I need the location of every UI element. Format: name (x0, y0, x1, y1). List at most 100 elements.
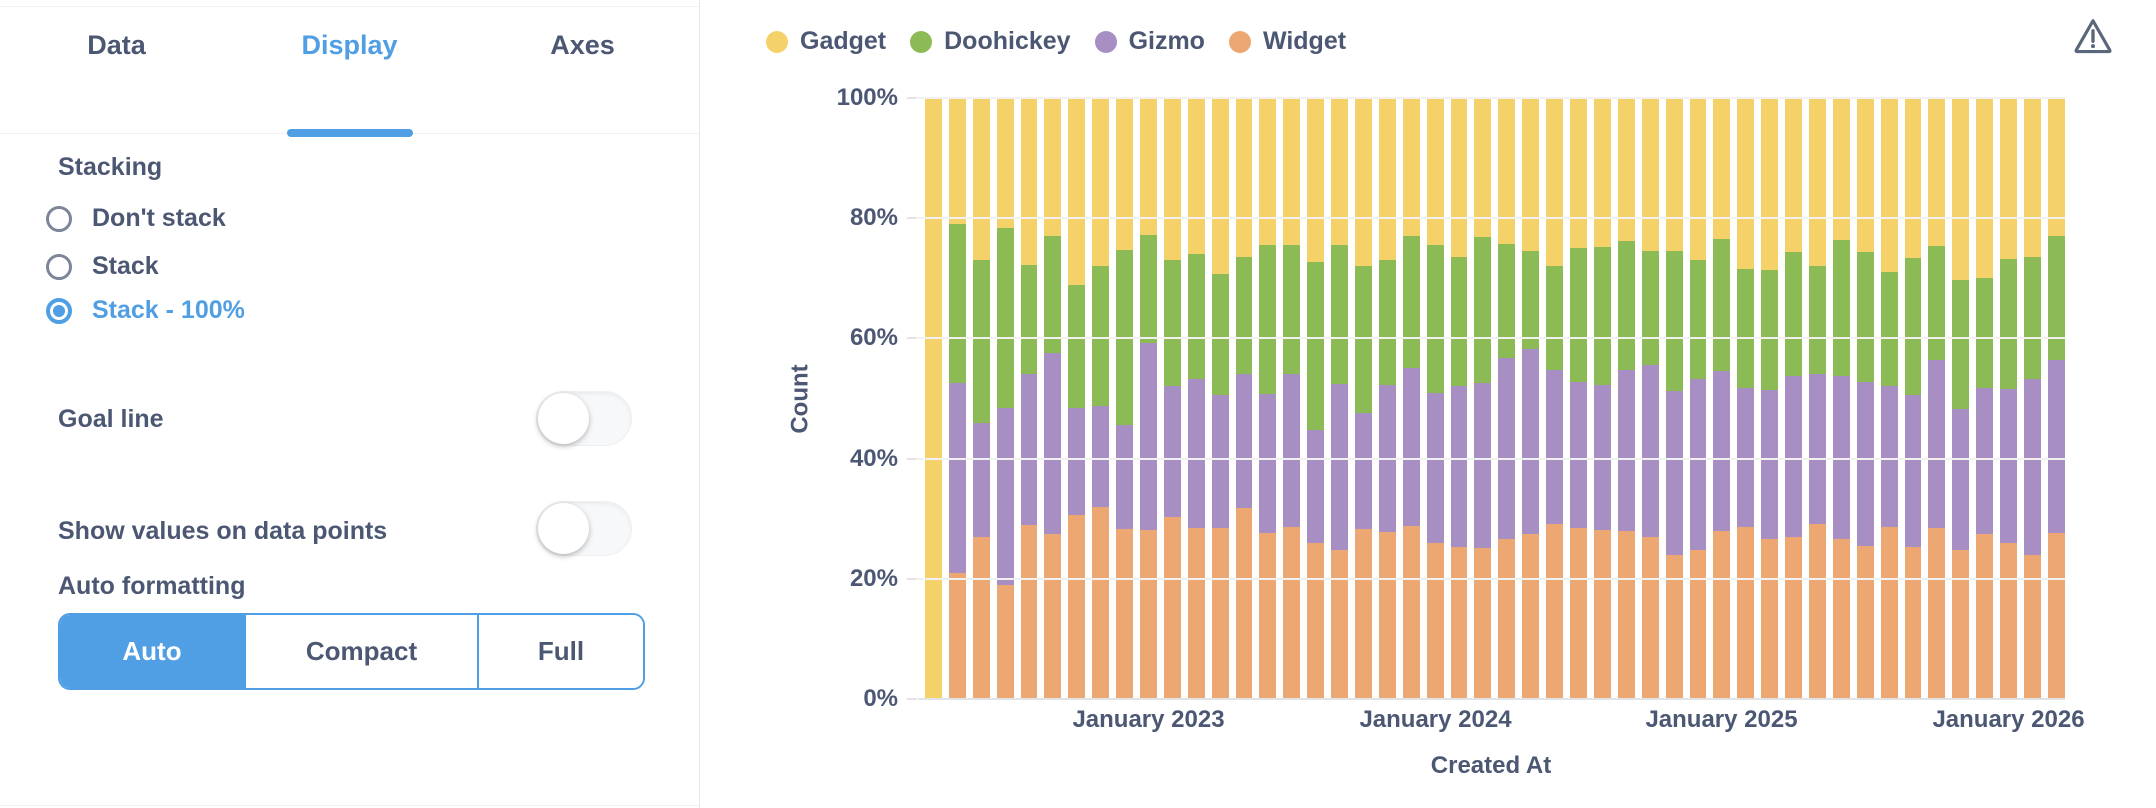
stacked-bar[interactable] (2047, 98, 2065, 699)
stacked-bar[interactable] (1617, 98, 1635, 699)
radio-circle-icon (46, 253, 72, 280)
stacked-bar[interactable] (1450, 98, 1468, 699)
stacked-bar[interactable] (996, 98, 1014, 699)
stacked-bar[interactable] (1665, 98, 1683, 699)
stacked-bar[interactable] (1020, 98, 1038, 699)
stacked-bar[interactable] (1904, 98, 1922, 699)
radio-stack[interactable]: Stack (46, 252, 159, 281)
stacked-bar[interactable] (1116, 98, 1134, 699)
stacked-bar[interactable] (1044, 98, 1062, 699)
stacked-bar[interactable] (972, 98, 990, 699)
stacked-bar[interactable] (1832, 98, 1850, 699)
warning-icon[interactable] (2072, 16, 2114, 56)
legend-item-gadget[interactable]: Gadget (766, 27, 886, 56)
bar-segment-gadget (1570, 98, 1587, 249)
bar-segment-gadget (1498, 98, 1516, 245)
bar-segment-gizmo (1283, 373, 1301, 528)
bar-segment-widget (1402, 525, 1420, 699)
bar-segment-gadget (1020, 98, 1038, 265)
goal-line-label: Goal line (58, 405, 164, 433)
bar-segment-gadget (1259, 98, 1277, 246)
stacked-bar[interactable] (1713, 98, 1731, 699)
bar-segment-widget (1522, 534, 1540, 699)
stacked-bar[interactable] (925, 98, 942, 699)
bar-segment-gizmo (1880, 385, 1898, 527)
stacked-bar[interactable] (1546, 98, 1564, 699)
y-tick-mark (907, 457, 917, 460)
stacked-bar[interactable] (1689, 98, 1707, 699)
bar-segment-gadget (1426, 98, 1444, 246)
stacked-bar[interactable] (1570, 98, 1587, 699)
bar-segment-gizmo (1928, 360, 1946, 529)
radio-stack-100[interactable]: Stack - 100% (46, 296, 245, 325)
stacked-bar[interactable] (2000, 98, 2017, 699)
bar-segment-widget (1307, 543, 1325, 699)
tab-display[interactable]: Display (233, 6, 466, 133)
stacked-bar[interactable] (2023, 98, 2041, 699)
bar-segment-gadget (1092, 98, 1110, 267)
bar-segment-doohickey (1689, 259, 1707, 379)
bar-segment-gizmo (1307, 429, 1325, 544)
bar-segment-widget (1140, 530, 1157, 699)
stacked-bar[interactable] (1211, 98, 1229, 699)
y-tick-label: 100% (836, 84, 898, 111)
goal-line-toggle[interactable] (536, 391, 632, 446)
stacked-bar[interactable] (1593, 98, 1611, 699)
stacked-bar[interactable] (1378, 98, 1396, 699)
bar-segment-doohickey (1235, 256, 1253, 375)
stacked-bar[interactable] (1402, 98, 1420, 699)
legend-item-widget[interactable]: Widget (1228, 27, 1346, 56)
format-full-button[interactable]: Full (477, 615, 643, 688)
stacked-bar[interactable] (1928, 98, 1946, 699)
stacked-bar[interactable] (1737, 98, 1755, 699)
stacked-bar[interactable] (1426, 98, 1444, 699)
y-tick-mark (907, 217, 917, 220)
gridline (918, 217, 2065, 220)
bar-segment-doohickey (1737, 268, 1755, 389)
stacked-bar[interactable] (1808, 98, 1826, 699)
bar-segment-gadget (1355, 98, 1372, 266)
stacked-bar[interactable] (1068, 98, 1086, 699)
bar-segment-doohickey (1283, 245, 1301, 374)
stacked-bar[interactable] (1952, 98, 1970, 699)
stacked-bar[interactable] (1498, 98, 1516, 699)
stacked-bar[interactable] (1976, 98, 1994, 699)
stacked-bar[interactable] (1474, 98, 1492, 699)
stacked-bar[interactable] (1761, 98, 1779, 699)
stacked-bar[interactable] (1785, 98, 1802, 699)
tab-axes[interactable]: Axes (550, 30, 615, 60)
stacked-bar[interactable] (948, 98, 966, 699)
legend-item-gizmo[interactable]: Gizmo (1094, 27, 1205, 56)
stacked-bar[interactable] (1355, 98, 1372, 699)
stacked-bar[interactable] (1856, 98, 1874, 699)
legend-item-doohickey[interactable]: Doohickey (910, 27, 1071, 56)
bar-segment-gizmo (1450, 385, 1468, 547)
stacked-bar[interactable] (1283, 98, 1301, 699)
bar-segment-gadget (1283, 98, 1301, 246)
bar-segment-gadget (996, 98, 1014, 229)
stacked-bar[interactable] (1641, 98, 1659, 699)
stacked-bar[interactable] (1187, 98, 1205, 699)
stacked-bar[interactable] (1307, 98, 1325, 699)
settings-tab-bar: Data Display Axes (0, 6, 699, 134)
stacked-bar[interactable] (1522, 98, 1540, 699)
bar-segment-gizmo (1474, 382, 1492, 548)
format-auto-button[interactable]: Auto (60, 615, 244, 688)
stacked-bar[interactable] (1140, 98, 1157, 699)
bar-segment-gadget (1689, 98, 1707, 260)
stacked-bar[interactable] (1331, 98, 1349, 699)
gridline (918, 337, 2065, 340)
x-tick-label: January 2023 (1072, 706, 1225, 733)
bar-segment-gizmo (2047, 360, 2065, 534)
tab-data[interactable]: Data (87, 30, 146, 60)
radio-selected-icon (46, 297, 72, 324)
stacked-bar[interactable] (1092, 98, 1110, 699)
stacked-bar[interactable] (1259, 98, 1277, 699)
stacked-bar[interactable] (1235, 98, 1253, 699)
bar-segment-gizmo (972, 422, 990, 537)
format-compact-button[interactable]: Compact (244, 615, 477, 688)
radio-dont-stack[interactable]: Don't stack (46, 204, 226, 233)
show-values-toggle[interactable] (536, 501, 632, 556)
stacked-bar[interactable] (1880, 98, 1898, 699)
stacked-bar[interactable] (1163, 98, 1181, 699)
